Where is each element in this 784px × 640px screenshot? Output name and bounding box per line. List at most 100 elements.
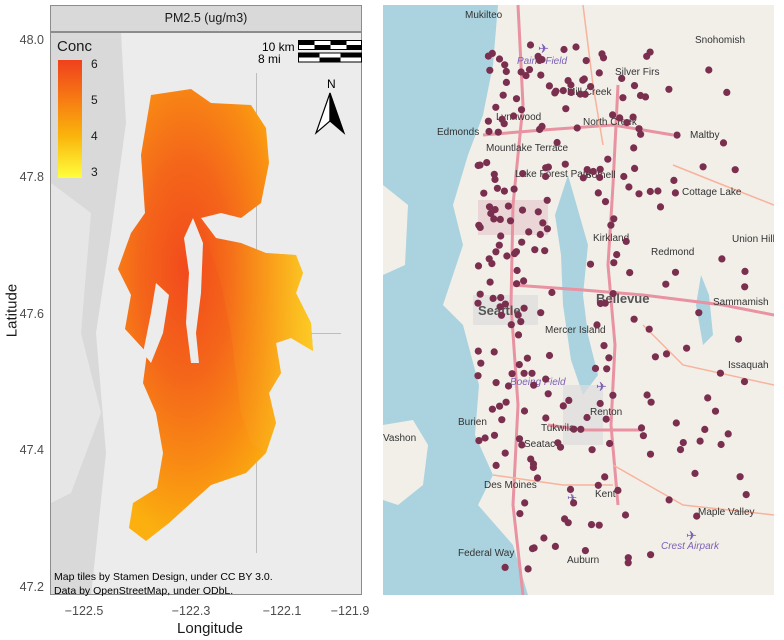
monitor-marker[interactable]	[724, 430, 732, 438]
monitor-marker[interactable]	[670, 176, 678, 184]
monitor-marker[interactable]	[672, 419, 680, 427]
monitor-marker[interactable]	[576, 90, 584, 98]
monitor-marker[interactable]	[501, 61, 509, 69]
monitor-marker[interactable]	[520, 304, 528, 312]
monitor-marker[interactable]	[630, 144, 638, 152]
monitor-marker[interactable]	[718, 255, 726, 263]
monitor-marker[interactable]	[579, 76, 587, 84]
monitor-marker[interactable]	[485, 203, 494, 211]
monitor-marker[interactable]	[503, 252, 511, 260]
monitor-marker[interactable]	[564, 77, 572, 85]
monitor-marker[interactable]	[498, 416, 506, 424]
monitor-marker[interactable]	[551, 89, 559, 97]
monitor-marker[interactable]	[647, 398, 655, 406]
monitor-marker[interactable]	[630, 315, 638, 323]
monitor-marker[interactable]	[705, 66, 713, 74]
monitor-marker[interactable]	[474, 372, 482, 380]
monitor-marker[interactable]	[536, 230, 544, 239]
monitor-marker[interactable]	[618, 74, 626, 82]
monitor-marker[interactable]	[605, 354, 613, 362]
monitor-marker[interactable]	[540, 534, 548, 542]
monitor-marker[interactable]	[624, 554, 632, 562]
monitor-marker[interactable]	[637, 424, 646, 432]
monitor-marker[interactable]	[579, 174, 587, 182]
monitor-marker[interactable]	[593, 321, 601, 329]
monitor-marker[interactable]	[582, 57, 590, 65]
monitor-marker[interactable]	[514, 331, 523, 339]
monitor-marker[interactable]	[522, 72, 530, 80]
monitor-marker[interactable]	[543, 225, 551, 233]
monitor-marker[interactable]	[639, 432, 647, 440]
monitor-marker[interactable]	[559, 402, 567, 410]
monitor-marker[interactable]	[577, 425, 585, 433]
monitor-marker[interactable]	[566, 485, 575, 493]
monitor-marker[interactable]	[620, 172, 628, 181]
monitor-marker[interactable]	[626, 269, 634, 277]
monitor-marker[interactable]	[520, 369, 528, 377]
monitor-marker[interactable]	[581, 547, 589, 555]
monitor-marker[interactable]	[643, 391, 651, 399]
monitor-marker[interactable]	[691, 469, 699, 477]
monitor-marker[interactable]	[514, 311, 522, 319]
monitor-locations-map[interactable]: ✈ ✈ ✈ ✈ Mukilteo Snohomish Paine Field S…	[383, 5, 774, 595]
monitor-marker[interactable]	[512, 248, 520, 256]
monitor-marker[interactable]	[607, 221, 615, 229]
monitor-marker[interactable]	[525, 228, 533, 236]
monitor-marker[interactable]	[740, 378, 749, 386]
monitor-marker[interactable]	[646, 450, 655, 458]
monitor-marker[interactable]	[699, 163, 707, 171]
monitor-marker[interactable]	[560, 45, 568, 54]
monitor-marker[interactable]	[476, 290, 484, 298]
monitor-marker[interactable]	[475, 437, 483, 445]
monitor-marker[interactable]	[518, 441, 526, 449]
monitor-marker[interactable]	[491, 175, 499, 183]
monitor-marker[interactable]	[537, 309, 545, 317]
monitor-marker[interactable]	[711, 407, 720, 415]
monitor-marker[interactable]	[588, 446, 596, 454]
monitor-marker[interactable]	[553, 138, 561, 147]
monitor-marker[interactable]	[543, 196, 551, 204]
monitor-marker[interactable]	[537, 71, 545, 79]
monitor-marker[interactable]	[572, 43, 580, 51]
monitor-marker[interactable]	[528, 545, 537, 553]
monitor-marker[interactable]	[518, 206, 527, 214]
monitor-marker[interactable]	[520, 277, 528, 285]
monitor-marker[interactable]	[496, 215, 504, 223]
monitor-marker[interactable]	[525, 66, 534, 74]
monitor-marker[interactable]	[523, 354, 531, 362]
monitor-marker[interactable]	[665, 85, 673, 93]
monitor-marker[interactable]	[665, 496, 673, 504]
monitor-marker[interactable]	[671, 189, 679, 197]
monitor-marker[interactable]	[548, 288, 556, 297]
monitor-marker[interactable]	[474, 299, 482, 307]
monitor-marker[interactable]	[541, 247, 549, 255]
monitor-marker[interactable]	[502, 78, 510, 86]
monitor-marker[interactable]	[501, 563, 509, 572]
monitor-marker[interactable]	[554, 439, 562, 447]
monitor-marker[interactable]	[570, 499, 578, 507]
monitor-marker[interactable]	[495, 241, 503, 249]
monitor-marker[interactable]	[693, 512, 701, 520]
monitor-marker[interactable]	[492, 379, 500, 387]
monitor-marker[interactable]	[564, 519, 572, 527]
monitor-marker[interactable]	[519, 170, 527, 178]
monitor-marker[interactable]	[551, 542, 559, 551]
monitor-marker[interactable]	[629, 113, 637, 121]
monitor-marker[interactable]	[570, 425, 578, 433]
monitor-marker[interactable]	[542, 375, 550, 383]
monitor-marker[interactable]	[502, 67, 510, 76]
monitor-marker[interactable]	[573, 124, 581, 132]
monitor-marker[interactable]	[646, 187, 654, 196]
monitor-marker[interactable]	[637, 130, 645, 138]
monitor-marker[interactable]	[513, 266, 521, 275]
monitor-marker[interactable]	[533, 474, 542, 482]
monitor-marker[interactable]	[701, 425, 709, 433]
monitor-marker[interactable]	[601, 473, 609, 481]
monitor-marker[interactable]	[601, 198, 610, 206]
monitor-marker[interactable]	[542, 172, 550, 180]
monitor-marker[interactable]	[516, 510, 524, 518]
monitor-marker[interactable]	[625, 183, 633, 191]
monitor-marker[interactable]	[602, 415, 610, 423]
monitor-marker[interactable]	[676, 446, 685, 454]
monitor-marker[interactable]	[719, 139, 728, 147]
